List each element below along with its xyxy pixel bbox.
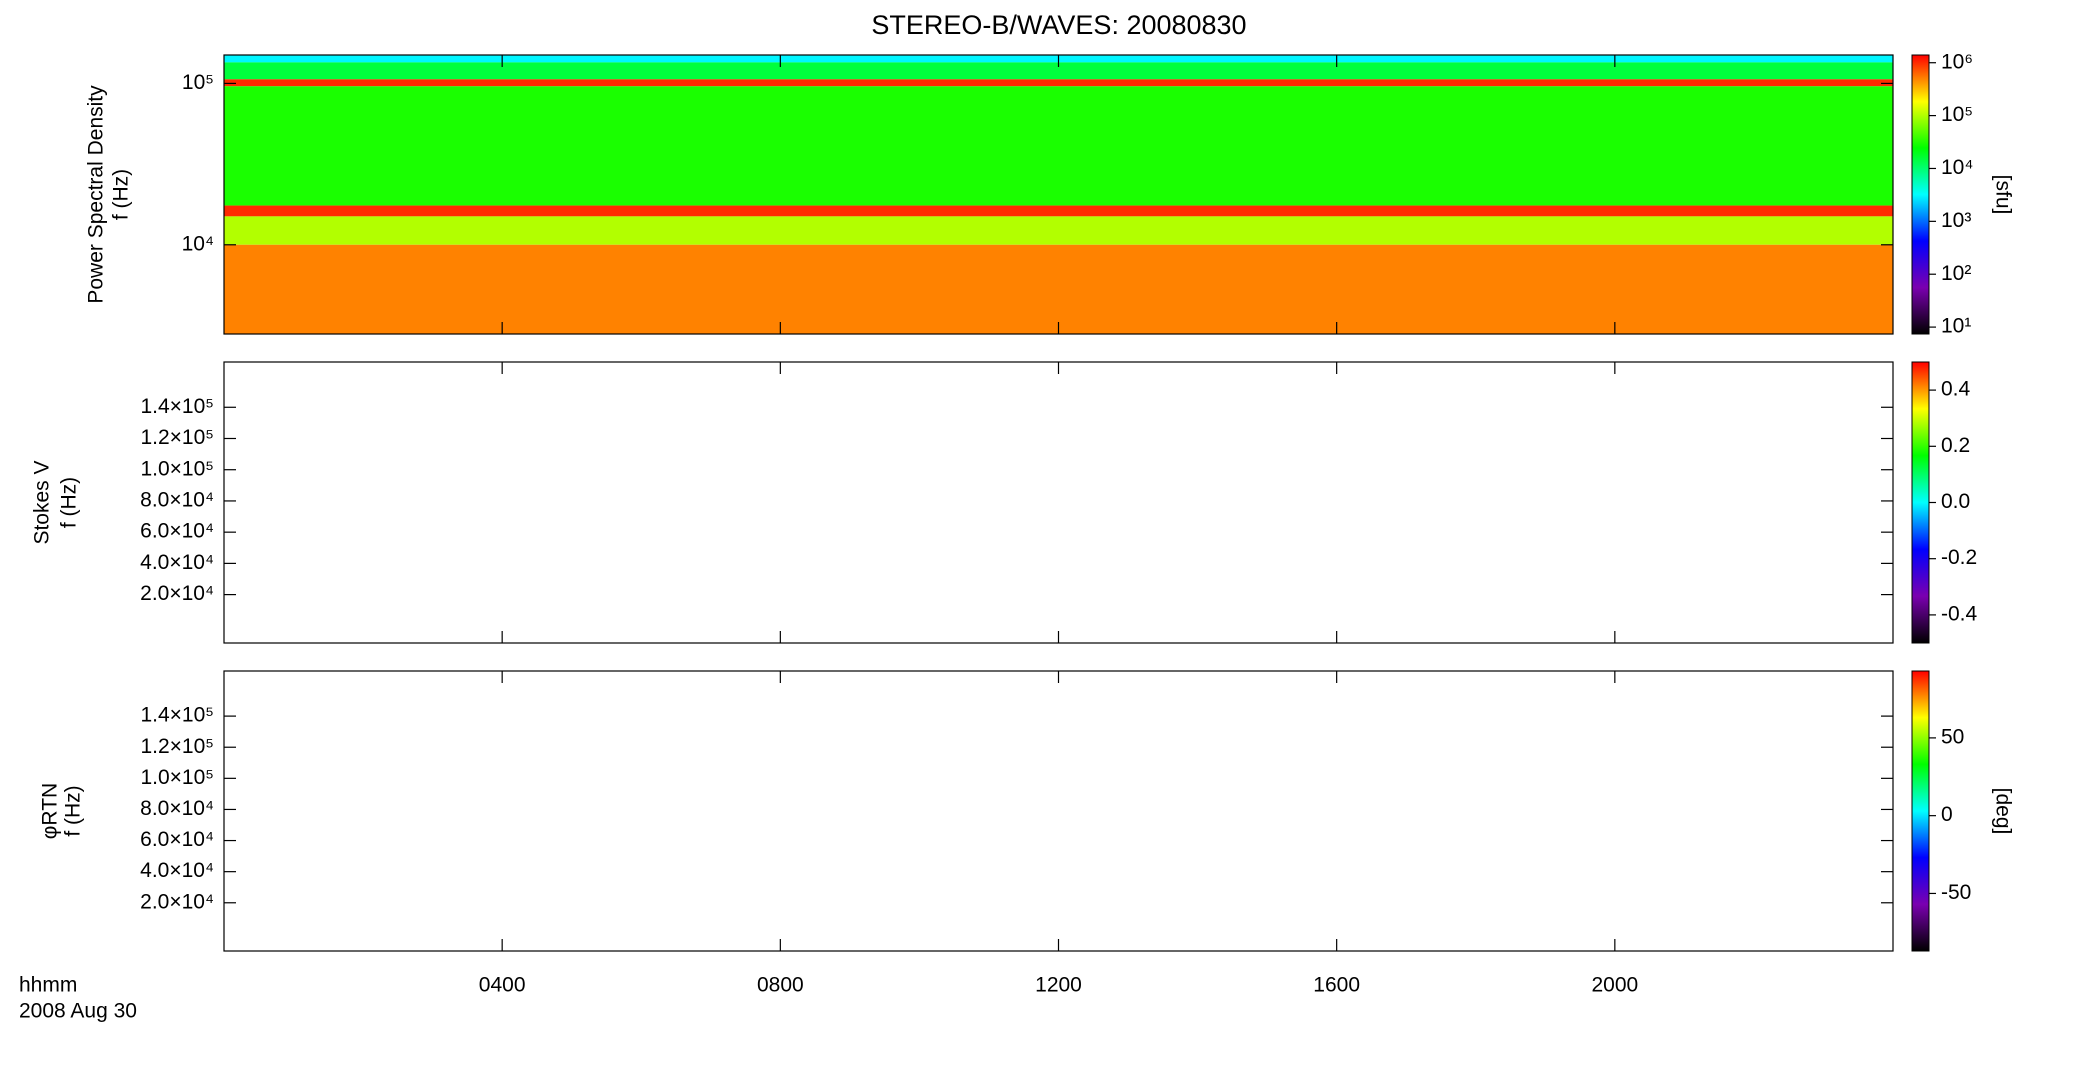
colorbar-tick-label: 10² <box>1941 262 1971 285</box>
colorbar-tick-label: 0.2 <box>1941 434 1970 457</box>
colorbar-tick-label: 10⁵ <box>1941 103 1973 126</box>
y-tick-label: 1.2×10⁵ <box>140 426 214 449</box>
colorbar <box>1911 54 1930 335</box>
y-tick-label: 1.4×10⁵ <box>140 395 214 418</box>
date-label: 2008 Aug 30 <box>19 1000 137 1023</box>
colorbar <box>1911 670 1930 952</box>
colorbar-tick-label: 10⁶ <box>1941 50 1973 73</box>
plot-frame <box>223 670 1894 952</box>
y-tick-label: 2.0×10⁴ <box>140 582 214 605</box>
x-tick-label: 0400 <box>479 974 526 997</box>
plot-frame <box>223 361 1894 644</box>
y-tick-label: 4.0×10⁴ <box>140 551 214 574</box>
colorbar-tick-label: 10⁴ <box>1941 156 1973 179</box>
y-tick-label: 1.0×10⁵ <box>140 457 214 480</box>
y-axis-label: f (Hz) <box>62 785 85 836</box>
time-axis-label: hhmm <box>19 974 77 997</box>
colorbar-label: [sfu] <box>1991 175 2014 215</box>
chart-title: STEREO-B/WAVES: 20080830 <box>871 10 1246 40</box>
colorbar-tick-label: 10³ <box>1941 209 1971 232</box>
colorbar-label: [deg] <box>1991 788 2014 835</box>
colorbar-tick-label: -50 <box>1941 881 1971 904</box>
y-tick-label: 2.0×10⁴ <box>140 890 214 913</box>
y-tick-label: 6.0×10⁴ <box>140 828 214 851</box>
y-tick-label: 1.2×10⁵ <box>140 735 214 758</box>
spectrogram-band <box>224 244 1893 334</box>
colorbar-tick-label: 10¹ <box>1941 315 1971 338</box>
y-tick-label: 10⁵ <box>182 71 214 94</box>
y-tick-label: 1.0×10⁵ <box>140 766 214 789</box>
spectrogram-band <box>224 62 1893 80</box>
colorbar-tick-label: 0.4 <box>1941 378 1971 401</box>
spectrogram-band <box>224 205 1893 217</box>
y-tick-label: 10⁴ <box>182 232 214 255</box>
y-axis-label: f (Hz) <box>110 169 133 220</box>
y-tick-label: 6.0×10⁴ <box>140 520 214 543</box>
colorbar-tick-label: -0.2 <box>1941 546 1977 569</box>
colorbar-tick-label: 0.0 <box>1941 490 1970 513</box>
x-tick-label: 2000 <box>1591 974 1638 997</box>
colorbar-tick-label: 0 <box>1941 803 1953 826</box>
y-axis-label: Stokes V <box>31 460 54 544</box>
colorbar-tick-label: 50 <box>1941 725 1964 748</box>
colorbar <box>1911 361 1930 644</box>
y-axis-label: Power Spectral Density <box>85 85 108 304</box>
colorbar-tick-label: -0.4 <box>1941 602 1978 625</box>
x-tick-label: 0800 <box>757 974 804 997</box>
y-tick-label: 4.0×10⁴ <box>140 859 214 882</box>
spectrogram-band <box>224 216 1893 245</box>
y-axis-label: φRTN <box>39 783 62 839</box>
x-tick-label: 1200 <box>1035 974 1082 997</box>
y-axis-label: f (Hz) <box>58 477 81 528</box>
y-tick-label: 8.0×10⁴ <box>140 797 214 820</box>
y-tick-label: 1.4×10⁵ <box>140 704 214 727</box>
spectrogram-band <box>224 79 1893 87</box>
spectrogram-band <box>224 86 1893 206</box>
y-tick-label: 8.0×10⁴ <box>140 488 214 511</box>
x-tick-label: 1600 <box>1313 974 1360 997</box>
